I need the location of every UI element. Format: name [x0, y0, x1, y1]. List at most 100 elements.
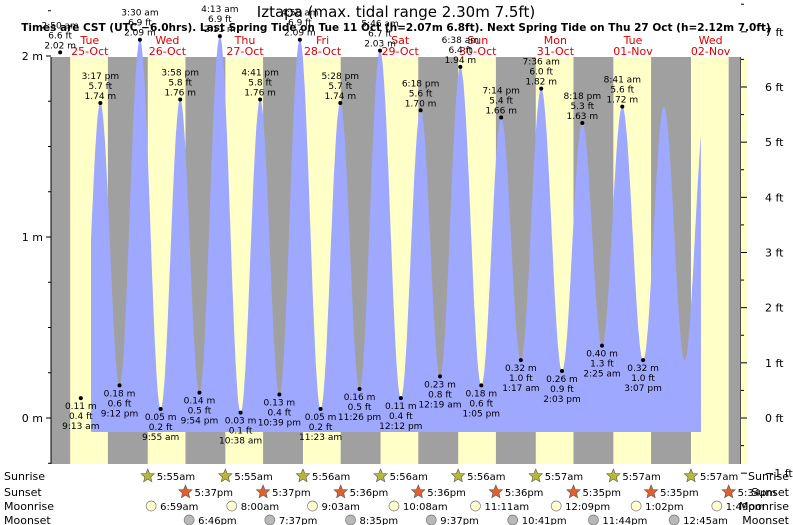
moonrise-event: 10:08am [388, 500, 448, 513]
tide-time: 9:13 am [62, 422, 99, 432]
tide-height-m: 0.03 m [225, 417, 257, 427]
tide-height-m: 0.26 m [546, 375, 578, 385]
moonrise-event: 11:11am [470, 500, 529, 513]
tide-height-ft: 0.9 ft [550, 385, 574, 395]
row-label-right: Sunset [751, 486, 789, 499]
tide-point [98, 101, 103, 106]
tide-height-ft: 1.0 ft [631, 374, 655, 384]
plot-area: 2:50 am6.6 ft2.02 m 0.11 m0.4 ft9:13 am 3:… [41, 5, 741, 464]
event-time: 6:59am [160, 502, 198, 513]
tide-height-ft: 6.9 ft [128, 19, 152, 29]
tide-point [318, 406, 323, 411]
sunset-event: 5:36pm [410, 484, 466, 499]
event-time: 5:35pm [582, 488, 621, 499]
tide-height-m: 0.18 m [104, 389, 136, 399]
event-time: 10:41pm [522, 516, 567, 525]
row-label-right: Moonrise [739, 500, 789, 513]
day-date: 30-Oct [459, 45, 497, 58]
tide-height-m: 1.74 m [85, 92, 117, 102]
event-time: 7:37pm [279, 516, 318, 525]
tide-height-m: 2.02 m [44, 41, 76, 51]
moonrise-event: 1:02pm [630, 500, 684, 513]
tide-time: 6:18 pm [402, 79, 440, 89]
tide-point [197, 390, 202, 395]
tide-time: 2:50 am [41, 21, 78, 31]
event-time: 9:03am [322, 502, 360, 513]
right-tick-label: 2 ft [765, 302, 784, 315]
tide-extreme-1: 2:50 am6.6 ft2.02 m [41, 21, 79, 55]
tide-time: 9:55 am [142, 433, 179, 443]
tide-extreme-25: 7:36 am6.0 ft1.82 m [523, 58, 560, 91]
row-label-left: Moonrise [4, 500, 54, 513]
day-headers: Tue25-OctWed26-OctThu27-OctFri28-OctSat2… [71, 34, 731, 58]
sunrise-icon [295, 468, 311, 483]
tide-point [518, 358, 523, 363]
sunrise-icon [528, 468, 544, 483]
right-tick-label: 0 ft [765, 412, 784, 425]
tide-time: 8:41 am [604, 76, 641, 86]
tide-height-ft: 0.2 ft [309, 423, 333, 433]
moonrise-icon [226, 500, 238, 512]
sunrise-icon [217, 468, 233, 483]
moonset-event: 8:35pm [345, 514, 398, 525]
moonset-icon [588, 514, 599, 525]
moonrise-icon [307, 500, 318, 512]
tide-extreme-21: 6:38 am6.4 ft1.94 m [442, 36, 479, 69]
moonset-icon [668, 514, 680, 525]
event-time: 11:11am [484, 502, 529, 513]
row-label-right: Moonset [742, 514, 789, 525]
tide-point [238, 410, 243, 415]
tide-point [178, 97, 183, 102]
day-date: 25-Oct [71, 45, 109, 58]
tide-height-ft: 6.9 ft [208, 15, 232, 25]
right-tick-label: 6 ft [765, 81, 784, 94]
tide-extreme-9: 4:13 am6.9 ft2.11 m [201, 5, 239, 39]
tide-extreme-5: 3:30 am6.9 ft2.09 m [121, 9, 159, 42]
sunrise-event: 5:55am [140, 468, 195, 483]
right-tick-label: 7 ft [765, 26, 784, 39]
moonset-event: 10:41pm [507, 514, 567, 525]
right-axis-strip [741, 57, 747, 464]
day-date: 02-Nov [691, 45, 731, 58]
tide-time: 11:23 am [299, 433, 342, 443]
tide-height-ft: 6.0 ft [529, 68, 553, 78]
left-axis: 0 m 1 m 2 m [22, 10, 52, 464]
sunrise-icon [140, 468, 156, 483]
moonrise-icon [711, 500, 723, 512]
tide-point [338, 101, 343, 106]
row-label-left: Moonset [4, 514, 51, 525]
right-axis: −1 ft0 ft1 ft2 ft3 ft4 ft5 ft6 ft7 ft8 f… [740, 3, 793, 480]
event-time: 5:34pm [738, 488, 777, 499]
event-time: 10:08am [403, 502, 448, 513]
tide-time: 2:03 pm [543, 395, 581, 405]
tide-time: 5:28 pm [322, 72, 360, 82]
day-of-week: Sat [391, 34, 410, 47]
tide-height-m: 0.05 m [145, 413, 177, 423]
tide-point [438, 374, 443, 379]
tide-time: 6:38 am [442, 36, 479, 46]
tide-height-ft: 5.8 ft [168, 78, 192, 88]
event-time: 12:45am [683, 516, 728, 525]
tide-extreme-30: 0.32 m1.0 ft3:07 pm [624, 358, 662, 394]
tide-point [78, 396, 83, 401]
moonrise-event: 9:03am [307, 500, 360, 513]
tide-time: 12:19 am [418, 400, 461, 410]
tide-time: 1:17 am [502, 384, 539, 394]
sunrise-event: 5:57am [605, 468, 661, 483]
tide-extreme-3: 3:17 pm5.7 ft1.74 m [82, 72, 119, 106]
day-of-week: Tue [79, 34, 99, 47]
sunset-event: 5:37pm [255, 484, 311, 499]
tide-height-ft: 0.6 ft [469, 399, 493, 409]
day-date: 26-Oct [149, 45, 187, 58]
tide-point [418, 108, 423, 113]
tide-extreme-2: 0.11 m0.4 ft9:13 am [62, 396, 99, 432]
